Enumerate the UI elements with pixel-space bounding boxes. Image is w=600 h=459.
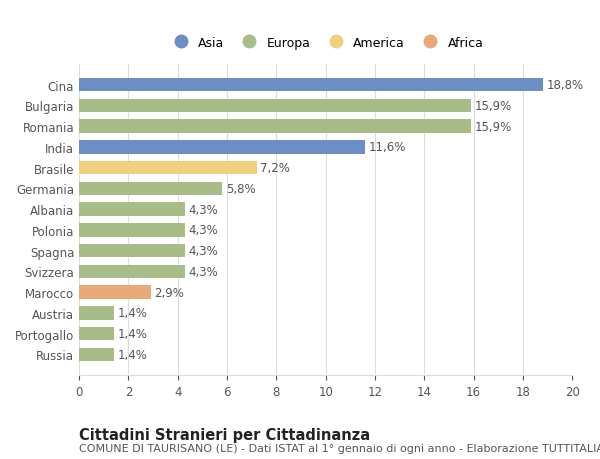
- Text: 15,9%: 15,9%: [475, 120, 512, 134]
- Bar: [79, 79, 542, 92]
- Text: COMUNE DI TAURISANO (LE) - Dati ISTAT al 1° gennaio di ogni anno - Elaborazione : COMUNE DI TAURISANO (LE) - Dati ISTAT al…: [79, 443, 600, 453]
- Bar: [79, 203, 185, 216]
- Bar: [79, 141, 365, 154]
- Text: 4,3%: 4,3%: [189, 224, 218, 237]
- Bar: [79, 182, 222, 196]
- Text: Cittadini Stranieri per Cittadinanza: Cittadini Stranieri per Cittadinanza: [79, 427, 370, 442]
- Text: 4,3%: 4,3%: [189, 203, 218, 216]
- Text: 18,8%: 18,8%: [547, 79, 584, 92]
- Text: 5,8%: 5,8%: [226, 183, 256, 196]
- Bar: [79, 162, 257, 175]
- Bar: [79, 100, 471, 113]
- Text: 11,6%: 11,6%: [369, 141, 406, 154]
- Text: 4,3%: 4,3%: [189, 265, 218, 278]
- Text: 15,9%: 15,9%: [475, 100, 512, 112]
- Text: 1,4%: 1,4%: [118, 348, 147, 361]
- Text: 1,4%: 1,4%: [118, 327, 147, 341]
- Text: 2,9%: 2,9%: [154, 286, 184, 299]
- Bar: [79, 307, 113, 320]
- Bar: [79, 244, 185, 258]
- Legend: Asia, Europa, America, Africa: Asia, Europa, America, Africa: [166, 34, 486, 52]
- Bar: [79, 224, 185, 237]
- Text: 7,2%: 7,2%: [260, 162, 290, 175]
- Text: 1,4%: 1,4%: [118, 307, 147, 319]
- Text: 4,3%: 4,3%: [189, 245, 218, 257]
- Bar: [79, 286, 151, 299]
- Bar: [79, 265, 185, 279]
- Bar: [79, 348, 113, 361]
- Bar: [79, 120, 471, 134]
- Bar: [79, 327, 113, 341]
